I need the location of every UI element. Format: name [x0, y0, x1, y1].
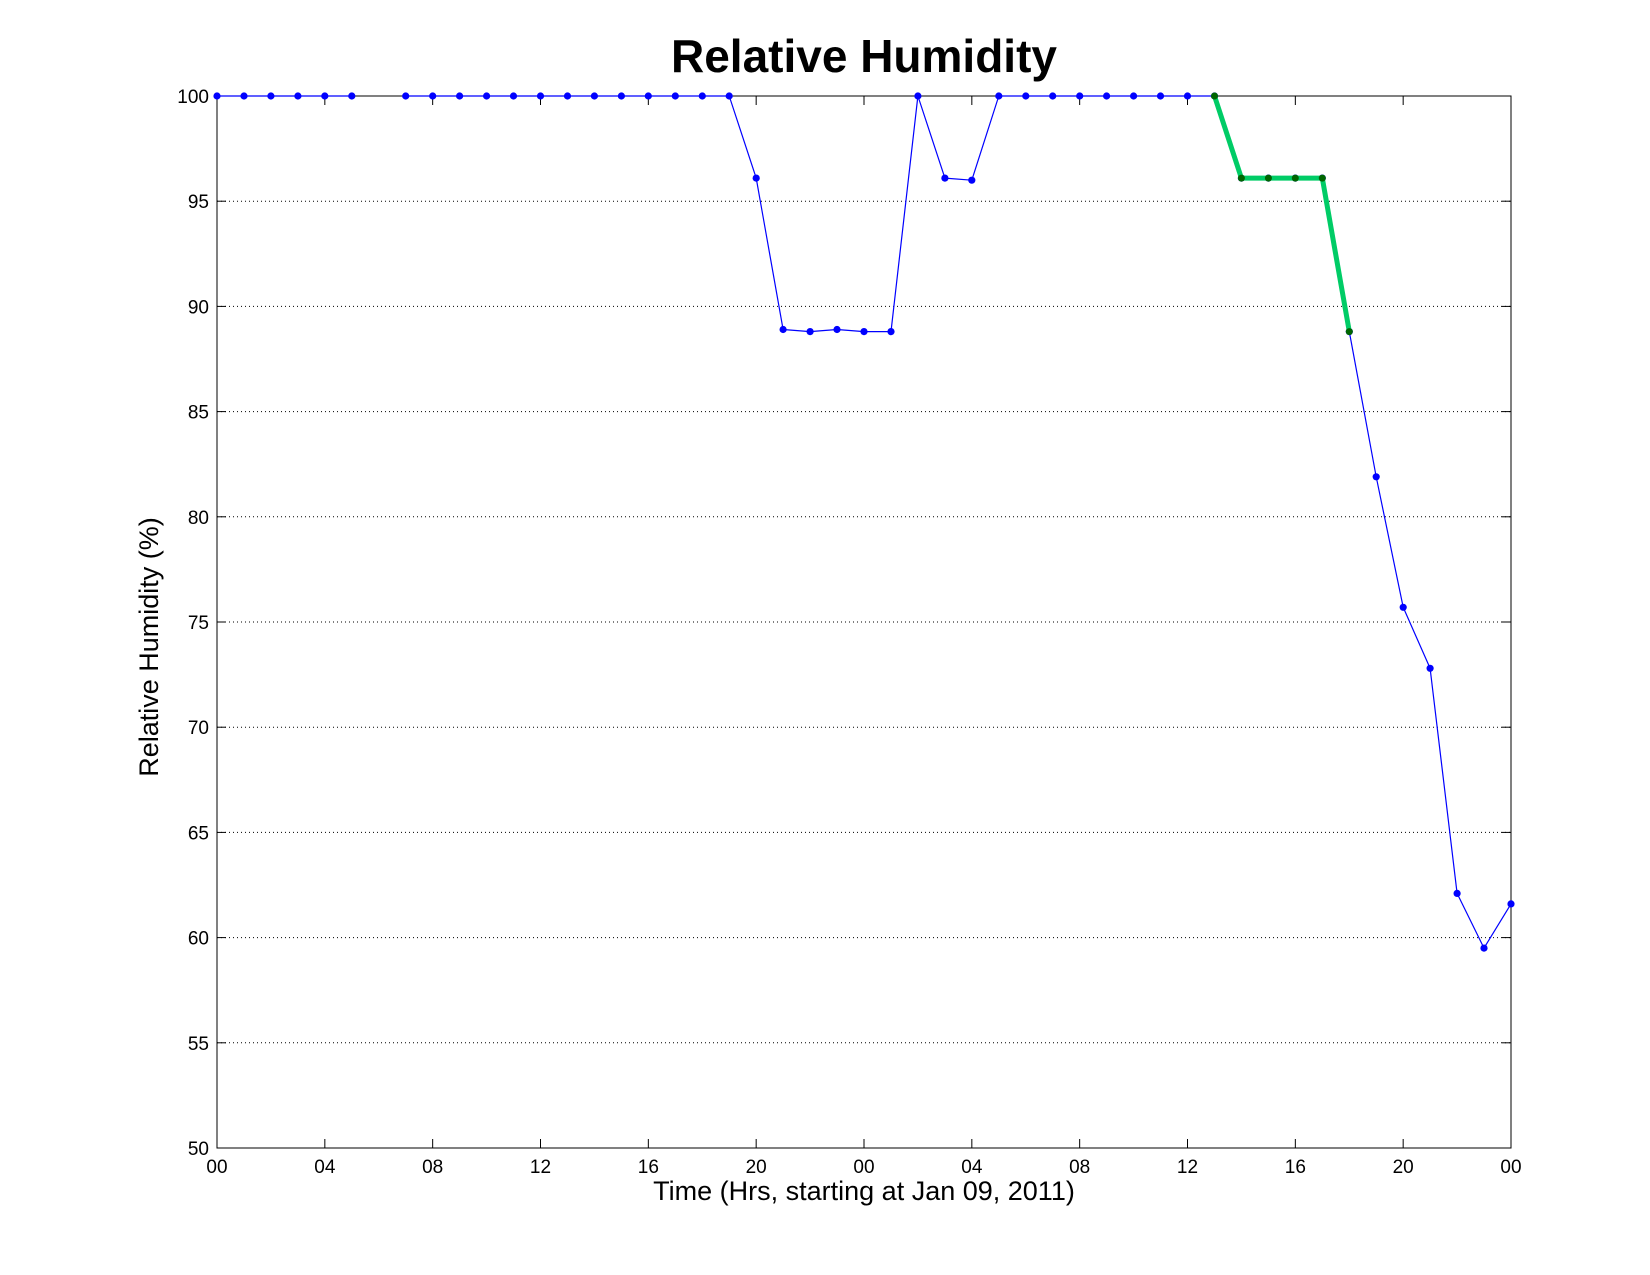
data-point [267, 92, 275, 100]
x-tick-label: 20 [1393, 1157, 1414, 1178]
data-point [1372, 473, 1380, 481]
data-point [536, 92, 545, 100]
x-tick-label: 12 [1177, 1157, 1198, 1178]
highlight-point [1345, 328, 1353, 336]
y-tick-label: 65 [188, 823, 209, 844]
y-tick-label: 60 [188, 929, 209, 950]
data-point [321, 92, 329, 100]
x-tick-label: 00 [853, 1157, 874, 1178]
data-point [1076, 92, 1084, 100]
data-point [1426, 664, 1434, 672]
highlight-line [1212, 95, 1352, 333]
data-series [213, 92, 1515, 952]
data-point [1183, 92, 1192, 100]
data-point [617, 92, 626, 100]
x-tick-label: 16 [1285, 1157, 1306, 1178]
data-point [1049, 92, 1057, 100]
y-tick-label: 55 [188, 1034, 209, 1055]
y-axis-label: Relative Humidity (%) [134, 517, 164, 777]
y-tick-label: 80 [188, 508, 209, 529]
x-tick-label: 04 [961, 1157, 983, 1178]
y-tick-label: 100 [177, 87, 209, 108]
data-point [860, 328, 868, 336]
y-tick-label: 50 [188, 1139, 209, 1160]
x-tick-label: 20 [746, 1157, 767, 1178]
axis-ticks: 50 55 60 65 70 75 80 85 90 95 100 00 04 08 12 16 20 00 04 0… [177, 87, 1521, 1178]
data-point [240, 92, 248, 100]
data-point [563, 92, 572, 100]
highlight-series [1211, 92, 1353, 336]
data-point [698, 92, 706, 100]
data-point [725, 92, 733, 100]
highlight-point [1264, 174, 1272, 182]
data-point [1507, 900, 1515, 908]
y-tick-label: 95 [188, 192, 209, 213]
highlight-point [1211, 92, 1218, 100]
data-point [644, 92, 652, 100]
highlight-point [1318, 174, 1326, 182]
data-point [429, 92, 437, 100]
x-tick-label: 08 [1069, 1157, 1090, 1178]
data-point [456, 92, 464, 100]
x-tick-label: 12 [530, 1157, 551, 1178]
x-axis-label: Time (Hrs, starting at Jan 09, 2011) [653, 1176, 1075, 1206]
highlight-point [1291, 174, 1299, 182]
data-point [509, 92, 518, 100]
data-point [968, 176, 976, 184]
y-tick-label: 70 [188, 718, 209, 739]
data-point [995, 92, 1003, 100]
y-tick-label: 75 [188, 613, 209, 634]
data-point [294, 92, 302, 100]
x-tick-label: 00 [1500, 1157, 1521, 1178]
data-point [483, 92, 491, 100]
y-tick-label: 90 [188, 297, 209, 318]
data-point [348, 92, 356, 100]
x-tick-label: 08 [422, 1157, 443, 1178]
data-point [402, 92, 410, 100]
data-point [914, 92, 922, 100]
data-point [752, 174, 760, 182]
data-point [887, 328, 895, 336]
data-point [671, 92, 679, 100]
data-point [1453, 889, 1461, 898]
data-point [1399, 603, 1407, 611]
data-point [1130, 92, 1138, 100]
data-point [1103, 92, 1111, 100]
x-tick-label: 16 [638, 1157, 659, 1178]
data-point [213, 92, 221, 100]
x-tick-label: 04 [314, 1157, 336, 1178]
data-point [941, 174, 949, 182]
data-point [1022, 92, 1030, 100]
x-tick-label: 00 [206, 1157, 227, 1178]
data-point [833, 325, 841, 334]
y-tick-label: 85 [188, 403, 209, 424]
data-point [1480, 944, 1488, 952]
highlight-point [1237, 174, 1245, 182]
data-point [1156, 92, 1165, 100]
data-point [590, 92, 599, 100]
data-point [806, 328, 814, 336]
chart-title: Relative Humidity [671, 30, 1057, 82]
data-point [779, 325, 787, 334]
